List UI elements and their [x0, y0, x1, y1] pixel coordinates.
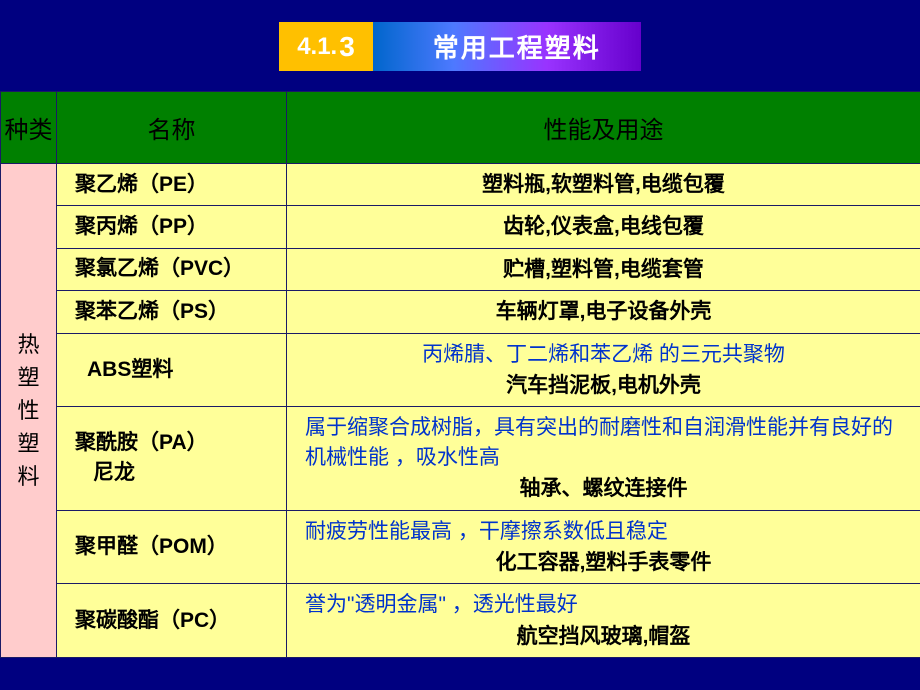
table-row: 聚碳酸酯（PC） 誉为"透明金属" ，透光性最好 航空挡风玻璃,帽盔 — [1, 584, 920, 658]
table-row: ABS塑料 丙烯腈、丁二烯和苯乙烯 的三元共聚物 汽车挡泥板,电机外壳 — [1, 333, 920, 407]
table-row: 聚甲醛（POM） 耐疲劳性能最高 ，干摩擦系数低且稳定 化工容器,塑料手表零件 — [1, 510, 920, 584]
desc-cell: 耐疲劳性能最高 ，干摩擦系数低且稳定 化工容器,塑料手表零件 — [287, 510, 920, 584]
table-row: 聚苯乙烯（PS） 车辆灯罩,电子设备外壳 — [1, 291, 920, 333]
name-cell: 聚苯乙烯（PS） — [57, 291, 287, 333]
desc-text: 车辆灯罩,电子设备外壳 — [496, 300, 712, 323]
desc-blue-text: 耐疲劳性能最高 ，干摩擦系数低且稳定 — [305, 517, 902, 546]
col-header-name: 名称 — [57, 92, 287, 164]
desc-blue-text: 丙烯腈、丁二烯和苯乙烯 的三元共聚物 — [305, 340, 902, 369]
category-cell: 热塑性塑料 — [1, 164, 57, 658]
name-cell: ABS塑料 — [57, 333, 287, 407]
desc-text: 塑料瓶,软塑料管,电缆包覆 — [482, 173, 725, 196]
slide-root: 4.1.3 常用工程塑料 种类 名称 性能及用途 热塑性塑料 聚乙烯（PE） 塑… — [0, 0, 920, 690]
name-cell: 聚氯乙烯（PVC） — [57, 248, 287, 290]
section-number: 4.1.3 — [279, 22, 373, 71]
desc-text: 航空挡风玻璃,帽盔 — [305, 622, 902, 651]
table-row: 聚氯乙烯（PVC） 贮槽,塑料管,电缆套管 — [1, 248, 920, 290]
section-title: 常用工程塑料 — [373, 22, 641, 71]
desc-text: 贮槽,塑料管,电缆套管 — [503, 258, 704, 281]
desc-cell: 齿轮,仪表盒,电线包覆 — [287, 206, 920, 248]
header-row: 种类 名称 性能及用途 — [1, 92, 920, 164]
section-number-prefix: 4.1. — [297, 33, 337, 61]
name-sub: 尼龙 — [75, 459, 278, 487]
table-row: 聚酰胺（PA） 尼龙 属于缩聚合成树脂，具有突出的耐磨性和自润滑性能并有良好的机… — [1, 407, 920, 510]
desc-cell: 誉为"透明金属" ，透光性最好 航空挡风玻璃,帽盔 — [287, 584, 920, 658]
name-cell: 聚碳酸酯（PC） — [57, 584, 287, 658]
table-row: 热塑性塑料 聚乙烯（PE） 塑料瓶,软塑料管,电缆包覆 — [1, 164, 920, 206]
title-bar: 4.1.3 常用工程塑料 — [0, 22, 920, 71]
name-main: 聚酰胺（PA） — [75, 431, 208, 454]
col-header-category: 种类 — [1, 92, 57, 164]
desc-text: 化工容器,塑料手表零件 — [305, 548, 902, 577]
category-label: 热塑性塑料 — [18, 328, 40, 493]
desc-text: 齿轮,仪表盒,电线包覆 — [503, 215, 704, 238]
section-number-big: 3 — [339, 31, 355, 63]
name-cell: 聚乙烯（PE） — [57, 164, 287, 206]
desc-blue-text: 属于缩聚合成树脂，具有突出的耐磨性和自润滑性能并有良好的机械性能 ，吸水性高 — [305, 413, 902, 472]
plastics-table: 种类 名称 性能及用途 热塑性塑料 聚乙烯（PE） 塑料瓶,软塑料管,电缆包覆 … — [0, 91, 920, 658]
desc-blue-text: 誉为"透明金属" ，透光性最好 — [305, 590, 902, 619]
desc-cell: 丙烯腈、丁二烯和苯乙烯 的三元共聚物 汽车挡泥板,电机外壳 — [287, 333, 920, 407]
desc-cell: 塑料瓶,软塑料管,电缆包覆 — [287, 164, 920, 206]
desc-text: 汽车挡泥板,电机外壳 — [305, 371, 902, 400]
name-cell: 聚甲醛（POM） — [57, 510, 287, 584]
name-cell: 聚丙烯（PP） — [57, 206, 287, 248]
table-row: 聚丙烯（PP） 齿轮,仪表盒,电线包覆 — [1, 206, 920, 248]
name-cell: 聚酰胺（PA） 尼龙 — [57, 407, 287, 510]
desc-cell: 贮槽,塑料管,电缆套管 — [287, 248, 920, 290]
desc-cell: 属于缩聚合成树脂，具有突出的耐磨性和自润滑性能并有良好的机械性能 ，吸水性高 轴… — [287, 407, 920, 510]
col-header-desc: 性能及用途 — [287, 92, 920, 164]
desc-text: 轴承、螺纹连接件 — [305, 474, 902, 503]
desc-cell: 车辆灯罩,电子设备外壳 — [287, 291, 920, 333]
